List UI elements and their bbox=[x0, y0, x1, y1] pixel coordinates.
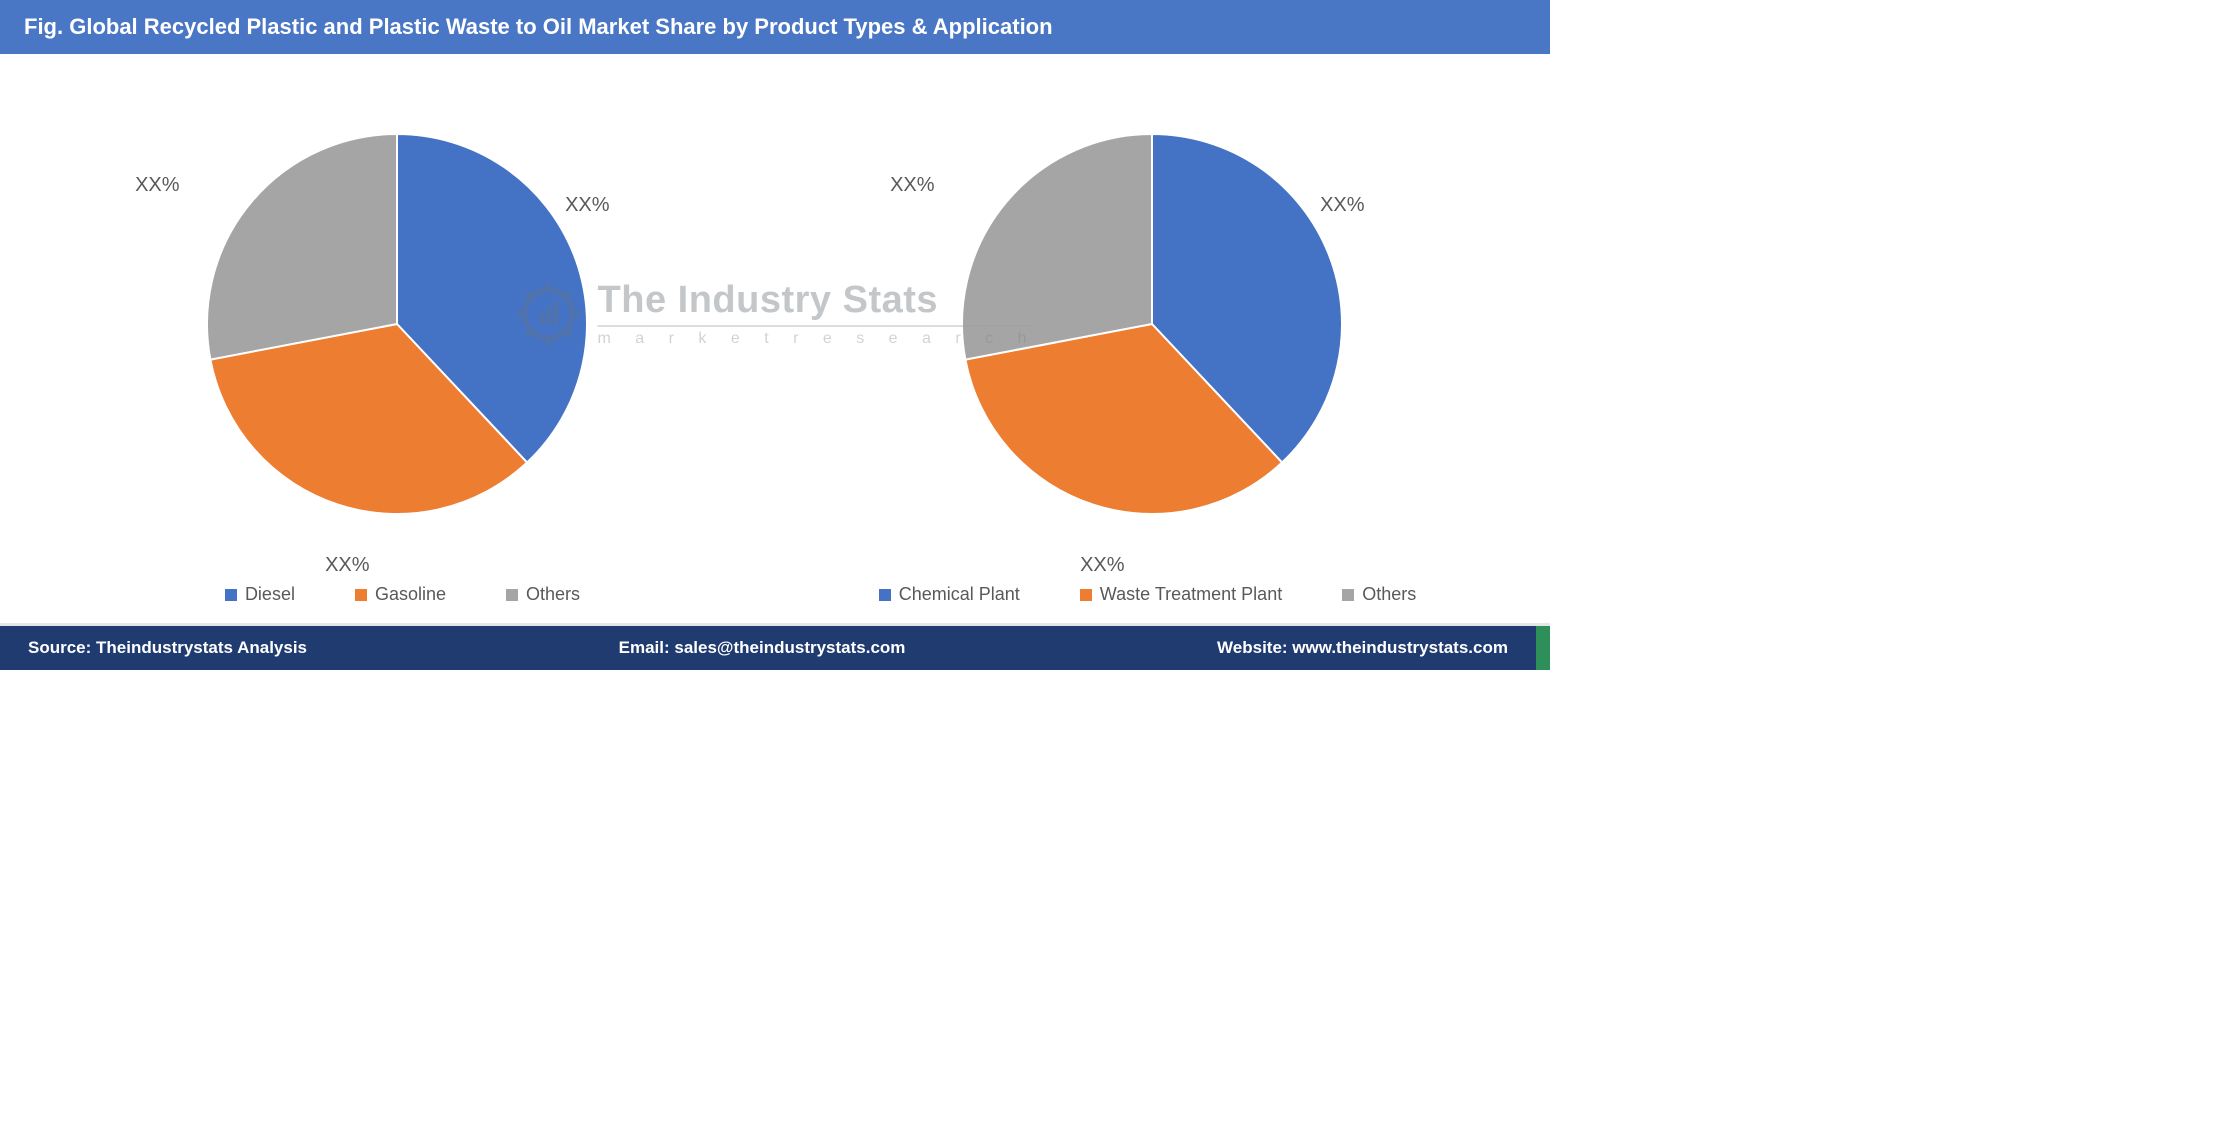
footer-bar: Source: Theindustrystats Analysis Email:… bbox=[0, 626, 1550, 670]
legend-item-others-right: Others bbox=[1342, 584, 1416, 605]
slice-label-left-1: XX% bbox=[325, 554, 369, 577]
pie-svg-right bbox=[942, 114, 1362, 534]
slice-label-left-0: XX% bbox=[565, 194, 609, 217]
legend-label: Diesel bbox=[245, 584, 295, 605]
legend-swatch bbox=[1342, 589, 1354, 601]
legend-item-gasoline: Gasoline bbox=[355, 584, 446, 605]
legend-label: Waste Treatment Plant bbox=[1100, 584, 1282, 605]
pie-chart-application: XX% XX% XX% bbox=[790, 114, 1515, 534]
slice-label-right-2: XX% bbox=[890, 174, 934, 197]
pie-svg-left bbox=[187, 114, 607, 534]
footer-email: Email: sales@theindustrystats.com bbox=[619, 638, 906, 658]
legend-swatch bbox=[225, 589, 237, 601]
footer-source: Source: Theindustrystats Analysis bbox=[28, 638, 307, 658]
footer-website: Website: www.theindustrystats.com bbox=[1217, 638, 1508, 658]
legend-swatch bbox=[506, 589, 518, 601]
chart-title-bar: Fig. Global Recycled Plastic and Plastic… bbox=[0, 0, 1550, 54]
chart-title: Fig. Global Recycled Plastic and Plastic… bbox=[24, 14, 1053, 39]
legend-item-diesel: Diesel bbox=[225, 584, 295, 605]
legend-swatch bbox=[879, 589, 891, 601]
legend-label: Others bbox=[1362, 584, 1416, 605]
slice-label-right-0: XX% bbox=[1320, 194, 1364, 217]
slice-label-left-2: XX% bbox=[135, 174, 179, 197]
legend-label: Others bbox=[526, 584, 580, 605]
legend-item-others-left: Others bbox=[506, 584, 580, 605]
legend-group-right: Chemical Plant Waste Treatment Plant Oth… bbox=[790, 584, 1505, 605]
legend-row: Diesel Gasoline Others Chemical Plant Wa… bbox=[0, 574, 1550, 626]
pie-chart-product-types: XX% XX% XX% bbox=[35, 114, 760, 534]
legend-label: Gasoline bbox=[375, 584, 446, 605]
legend-label: Chemical Plant bbox=[899, 584, 1020, 605]
slice-label-right-1: XX% bbox=[1080, 554, 1124, 577]
chart-area: XX% XX% XX% XX% XX% XX% Th bbox=[0, 54, 1550, 574]
legend-swatch bbox=[1080, 589, 1092, 601]
legend-item-chemical-plant: Chemical Plant bbox=[879, 584, 1020, 605]
legend-item-waste-treatment: Waste Treatment Plant bbox=[1080, 584, 1282, 605]
legend-group-left: Diesel Gasoline Others bbox=[45, 584, 760, 605]
legend-swatch bbox=[355, 589, 367, 601]
